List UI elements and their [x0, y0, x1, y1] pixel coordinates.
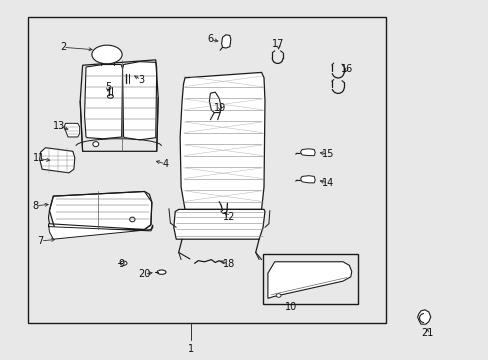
- Text: 2: 2: [60, 42, 66, 52]
- Text: 18: 18: [223, 259, 235, 269]
- Ellipse shape: [92, 45, 122, 64]
- Bar: [263, 254, 357, 304]
- Polygon shape: [40, 148, 75, 173]
- Text: 13: 13: [53, 121, 65, 131]
- Text: 17: 17: [272, 40, 284, 49]
- Text: 8: 8: [33, 201, 39, 211]
- Polygon shape: [84, 64, 122, 139]
- Ellipse shape: [107, 95, 113, 98]
- Bar: [27, 17, 385, 323]
- Text: 9: 9: [118, 259, 124, 269]
- Ellipse shape: [120, 261, 127, 265]
- Text: 6: 6: [207, 35, 213, 44]
- Text: 19: 19: [214, 103, 226, 113]
- Text: 7: 7: [38, 236, 44, 246]
- Text: 11: 11: [33, 153, 45, 163]
- Text: 12: 12: [222, 212, 235, 221]
- Polygon shape: [180, 72, 264, 210]
- Polygon shape: [64, 123, 80, 137]
- Polygon shape: [417, 310, 430, 324]
- Polygon shape: [300, 149, 315, 156]
- Ellipse shape: [157, 270, 165, 274]
- Text: 20: 20: [138, 269, 150, 279]
- Text: 21: 21: [420, 328, 433, 338]
- Text: 16: 16: [340, 64, 352, 74]
- Text: 3: 3: [138, 75, 144, 85]
- Polygon shape: [49, 192, 152, 229]
- Text: 5: 5: [104, 82, 111, 93]
- Ellipse shape: [93, 141, 99, 147]
- Text: 15: 15: [322, 149, 334, 159]
- Text: 14: 14: [322, 178, 334, 188]
- Ellipse shape: [276, 294, 281, 297]
- Text: 4: 4: [162, 159, 168, 169]
- Text: 1: 1: [187, 344, 194, 354]
- Polygon shape: [173, 210, 264, 239]
- Polygon shape: [221, 35, 230, 48]
- Polygon shape: [122, 62, 157, 140]
- Polygon shape: [300, 176, 315, 183]
- Polygon shape: [209, 92, 221, 113]
- Polygon shape: [48, 224, 153, 239]
- Ellipse shape: [129, 217, 135, 222]
- Polygon shape: [267, 262, 351, 298]
- Text: 10: 10: [284, 302, 296, 312]
